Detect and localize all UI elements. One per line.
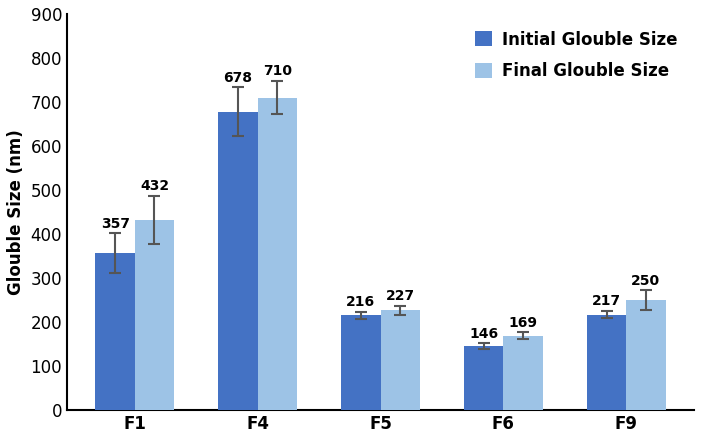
Bar [381,310,420,410]
Bar [218,112,258,410]
Text: 432: 432 [140,179,169,193]
Bar [135,220,174,410]
Text: 169: 169 [508,315,538,330]
Text: 710: 710 [263,64,292,78]
Text: 678: 678 [224,71,252,85]
Bar [587,315,626,410]
Text: 227: 227 [386,289,415,303]
Legend: Initial Glouble Size, Final Glouble Size: Initial Glouble Size, Final Glouble Size [467,22,686,88]
Text: 250: 250 [632,274,660,288]
Bar [464,346,503,410]
Bar [95,253,135,410]
Bar [341,315,381,410]
Text: 216: 216 [346,295,376,309]
Y-axis label: Glouble Size (nm): Glouble Size (nm) [7,129,25,295]
Bar [626,300,665,410]
Bar [258,98,297,410]
Text: 217: 217 [592,294,621,308]
Bar [503,336,543,410]
Text: 146: 146 [469,326,498,341]
Text: 357: 357 [101,216,130,231]
